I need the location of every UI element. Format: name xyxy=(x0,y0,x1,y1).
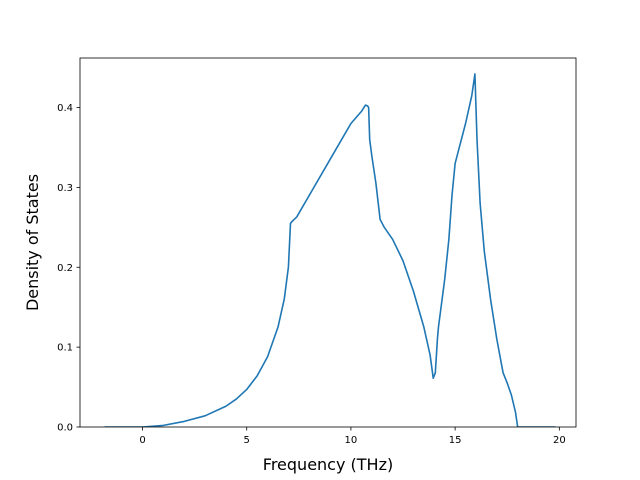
y-tick-label: 0.2 xyxy=(57,263,73,274)
y-axis-ticks: 0.0 0.1 0.2 0.3 0.4 xyxy=(57,103,80,434)
series-line xyxy=(104,73,556,427)
x-tick-label: 5 xyxy=(244,435,250,446)
y-tick-label: 0.4 xyxy=(57,103,73,114)
x-tick-label: 15 xyxy=(449,435,462,446)
x-axis-ticks: 0 5 10 15 20 xyxy=(139,427,566,446)
y-tick-label: 0.0 xyxy=(57,423,73,434)
y-tick-label: 0.1 xyxy=(57,343,73,354)
y-axis-label: Density of States xyxy=(23,174,42,311)
x-tick-label: 10 xyxy=(345,435,358,446)
x-tick-label: 20 xyxy=(553,435,566,446)
x-axis-label: Frequency (THz) xyxy=(263,455,393,474)
y-tick-label: 0.3 xyxy=(57,183,73,194)
plot-area xyxy=(104,73,556,427)
axes-frame xyxy=(79,57,577,428)
x-tick-label: 0 xyxy=(139,435,145,446)
